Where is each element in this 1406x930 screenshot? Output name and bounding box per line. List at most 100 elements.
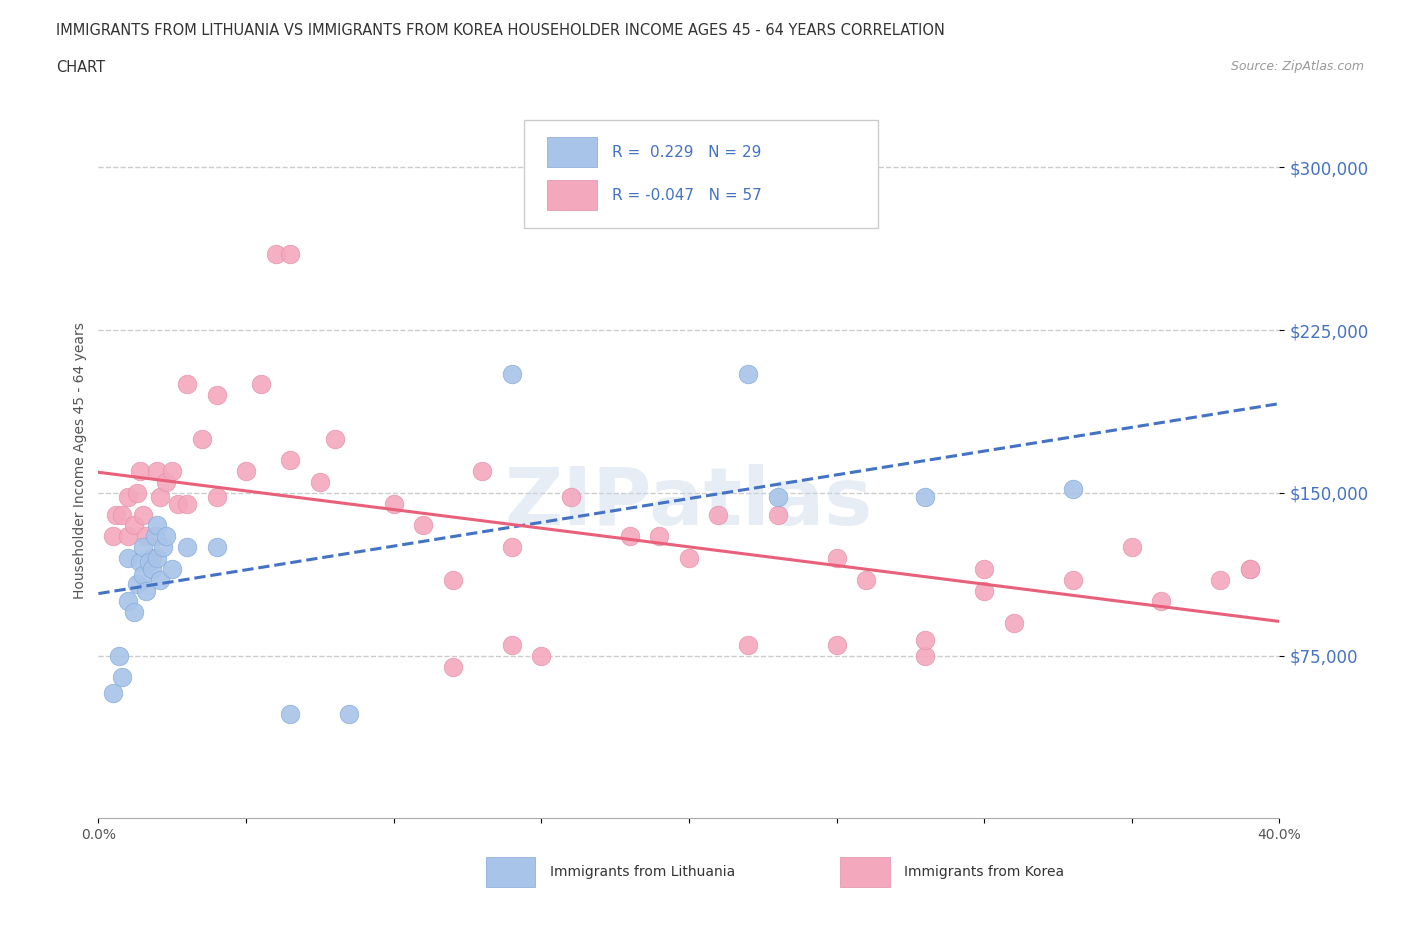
Point	[737, 637, 759, 652]
Point	[1121, 539, 1143, 554]
Point	[278, 707, 302, 722]
Point	[530, 648, 553, 663]
Point	[152, 539, 174, 554]
Text: IMMIGRANTS FROM LITHUANIA VS IMMIGRANTS FROM KOREA HOUSEHOLDER INCOME AGES 45 - : IMMIGRANTS FROM LITHUANIA VS IMMIGRANTS …	[56, 23, 945, 38]
Point	[678, 551, 700, 565]
Point	[122, 604, 145, 619]
Text: R =  0.229   N = 29: R = 0.229 N = 29	[612, 145, 762, 160]
Point	[128, 555, 150, 570]
Point	[141, 551, 163, 565]
Point	[501, 539, 523, 554]
FancyBboxPatch shape	[523, 120, 877, 228]
Point	[176, 377, 198, 392]
Point	[973, 583, 995, 598]
Point	[135, 529, 157, 544]
Point	[111, 670, 134, 684]
Point	[619, 529, 641, 544]
Point	[825, 637, 848, 652]
Point	[737, 366, 759, 381]
Point	[149, 490, 172, 505]
Point	[143, 529, 166, 544]
Point	[250, 377, 273, 392]
Point	[1150, 594, 1173, 609]
Point	[855, 572, 877, 587]
Point	[1062, 481, 1084, 496]
Text: Source: ZipAtlas.com: Source: ZipAtlas.com	[1230, 60, 1364, 73]
Point	[707, 507, 730, 522]
Point	[103, 685, 125, 700]
Point	[155, 474, 177, 489]
Point	[441, 572, 464, 587]
Point	[205, 388, 228, 403]
Point	[138, 555, 160, 570]
Point	[278, 246, 302, 261]
Point	[1062, 572, 1084, 587]
Point	[309, 474, 332, 489]
Point	[167, 497, 190, 512]
Point	[108, 648, 131, 663]
Point	[323, 432, 346, 446]
Point	[105, 507, 128, 522]
Point	[135, 583, 157, 598]
Point	[1239, 562, 1261, 577]
Point	[914, 648, 936, 663]
Point	[648, 529, 671, 544]
Point	[766, 490, 789, 505]
Point	[337, 707, 360, 722]
Point	[914, 490, 936, 505]
Point	[146, 518, 169, 533]
Point	[1209, 572, 1232, 587]
Point	[766, 507, 789, 522]
Point	[176, 539, 198, 554]
Point	[205, 490, 228, 505]
FancyBboxPatch shape	[841, 857, 890, 887]
Point	[560, 490, 582, 505]
Point	[176, 497, 198, 512]
Point	[132, 507, 155, 522]
Point	[125, 485, 148, 500]
Text: CHART: CHART	[56, 60, 105, 75]
Point	[412, 518, 434, 533]
Point	[162, 464, 183, 479]
Text: R = -0.047   N = 57: R = -0.047 N = 57	[612, 188, 762, 203]
Point	[125, 577, 148, 591]
Point	[1002, 616, 1025, 631]
Point	[146, 464, 169, 479]
Point	[117, 529, 139, 544]
FancyBboxPatch shape	[547, 138, 596, 167]
Point	[264, 246, 287, 261]
Point	[155, 529, 177, 544]
FancyBboxPatch shape	[547, 180, 596, 210]
Point	[973, 562, 995, 577]
Point	[501, 637, 523, 652]
Point	[191, 432, 214, 446]
Point	[103, 529, 125, 544]
Text: Immigrants from Lithuania: Immigrants from Lithuania	[550, 865, 735, 879]
Point	[825, 551, 848, 565]
Point	[441, 659, 464, 674]
Point	[278, 453, 302, 468]
Point	[117, 594, 139, 609]
Text: Immigrants from Korea: Immigrants from Korea	[904, 865, 1064, 879]
Point	[117, 490, 139, 505]
Point	[205, 539, 228, 554]
FancyBboxPatch shape	[486, 857, 536, 887]
Point	[141, 562, 163, 577]
Point	[111, 507, 134, 522]
Point	[122, 518, 145, 533]
Point	[117, 551, 139, 565]
Point	[501, 366, 523, 381]
Point	[471, 464, 494, 479]
Point	[149, 572, 172, 587]
Point	[146, 551, 169, 565]
Point	[235, 464, 257, 479]
Y-axis label: Householder Income Ages 45 - 64 years: Householder Income Ages 45 - 64 years	[73, 322, 87, 599]
Point	[1239, 562, 1261, 577]
Point	[382, 497, 405, 512]
Point	[162, 562, 183, 577]
Point	[132, 539, 155, 554]
Point	[132, 568, 155, 583]
Point	[128, 464, 150, 479]
Point	[914, 633, 936, 648]
Text: ZIPatlas: ZIPatlas	[505, 464, 873, 542]
